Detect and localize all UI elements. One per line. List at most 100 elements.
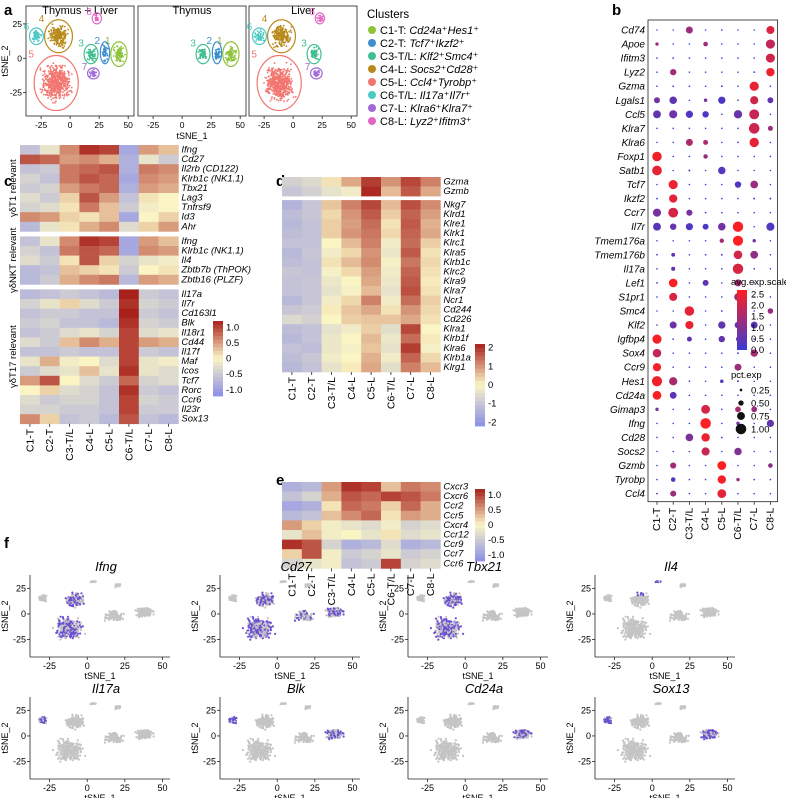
- heatmap-cell: [361, 305, 382, 315]
- heatmap-cell: [138, 164, 159, 175]
- dot-plot-gene-label: Smc4: [619, 307, 645, 318]
- heatmap-cell: [20, 236, 41, 247]
- heatmap-cell: [158, 265, 179, 276]
- heatmap-colorbar-segment: [213, 373, 223, 378]
- x-tick-label: 0: [85, 661, 90, 671]
- tsne-point: [282, 24, 285, 27]
- heatmap-cell: [381, 305, 402, 315]
- dot-plot-dot: [769, 492, 772, 495]
- heatmap-cell: [301, 549, 322, 560]
- heatmap-cell: [158, 318, 179, 329]
- heatmap-cell: [158, 289, 179, 300]
- heatmap-cell: [79, 366, 100, 377]
- y-tick-label: -25: [10, 88, 23, 98]
- tsne-point: [275, 92, 278, 94]
- feature-point: [70, 634, 73, 638]
- heatmap-cell: [420, 305, 441, 315]
- feature-point: [66, 626, 69, 629]
- tsne-point: [268, 69, 270, 72]
- x-tick-label: 25: [120, 661, 130, 671]
- heatmap-cell: [381, 510, 402, 521]
- tsne-point: [284, 86, 286, 89]
- cluster-number-4: 4: [262, 14, 268, 25]
- heatmap-cluster-label: C1-T: [286, 573, 298, 597]
- tsne-point: [279, 85, 282, 87]
- tsne-point: [86, 58, 89, 60]
- dot-plot-dot: [672, 366, 674, 369]
- dot-plot-dot: [655, 407, 659, 412]
- dot-plot-dot: [672, 450, 674, 453]
- dot-plot-dot: [753, 366, 755, 369]
- heatmap-cell: [79, 145, 100, 155]
- heatmap-cell: [420, 343, 441, 354]
- dot-plot-dot: [737, 394, 739, 397]
- heatmap-cell: [321, 247, 342, 258]
- tsne-point: [89, 48, 92, 51]
- feature-point: [264, 606, 267, 609]
- tsne-point: [50, 89, 53, 91]
- tsne-point: [88, 71, 91, 74]
- heatmap-cell: [20, 385, 41, 396]
- tsne-point: [66, 87, 68, 90]
- feature-point: [307, 618, 311, 621]
- dot-plot-dot: [769, 352, 772, 354]
- legend-entry-7: C7-L: Klra6⁺Klra7⁺: [380, 103, 473, 115]
- heatmap-cell: [361, 200, 382, 210]
- feature-point: [61, 616, 64, 619]
- tsne-point: [91, 71, 94, 74]
- dot-plot-dot: [652, 363, 662, 372]
- dot-plot-dot: [721, 183, 723, 186]
- tsne-point: [199, 55, 202, 58]
- dot-plot-dot: [685, 320, 694, 330]
- tsne-point: [122, 60, 124, 63]
- tsne-point: [279, 70, 281, 72]
- dot-plot-dot: [769, 155, 772, 158]
- tsne-point: [275, 87, 278, 90]
- heatmap-cell: [39, 299, 60, 309]
- heatmap-cell: [400, 247, 421, 258]
- heatmap-colorbar-segment: [475, 539, 485, 544]
- feature-point: [69, 629, 72, 632]
- dot-plot-dot: [688, 155, 691, 158]
- heatmap-cell: [20, 366, 41, 377]
- heatmap-cell: [20, 299, 41, 309]
- heatmap-cell: [59, 289, 80, 300]
- tsne-point: [281, 30, 284, 33]
- heatmap-cell: [282, 295, 303, 306]
- tsne-point: [280, 82, 282, 84]
- tsne-point: [62, 72, 65, 75]
- feature-point: [259, 602, 262, 605]
- tsne-point: [54, 102, 56, 104]
- dot-plot-dot: [685, 223, 693, 231]
- dot-plot-dot: [721, 394, 723, 397]
- heatmap-cell: [59, 221, 80, 232]
- feature-point: [67, 618, 70, 621]
- feature-point: [265, 625, 268, 629]
- heatmap-cell: [321, 177, 342, 187]
- heatmap-colorbar-segment: [475, 417, 485, 423]
- heatmap-cell: [301, 324, 322, 335]
- tsne-point: [50, 91, 53, 93]
- heatmap-colorbar-segment: [475, 514, 485, 519]
- heatmap-cell: [321, 286, 342, 296]
- heatmap-cell: [39, 318, 60, 329]
- dot-plot-dot: [769, 394, 772, 397]
- dot-plot-gene-label: Tcf7: [626, 180, 645, 191]
- tsne-point: [53, 31, 55, 33]
- feature-point: [38, 598, 41, 601]
- dot-plot-dot: [704, 71, 707, 73]
- tsne-point: [67, 28, 70, 31]
- feature-point: [138, 610, 141, 613]
- tsne-point: [87, 51, 89, 54]
- dot-plot-dot: [750, 180, 759, 189]
- y-axis-label: tSNE_2: [0, 45, 10, 76]
- heatmap-cell: [361, 314, 382, 325]
- feature-point: [256, 615, 260, 618]
- heatmap-cell: [282, 343, 303, 354]
- dot-plot-dot: [753, 225, 755, 228]
- heatmap-cell: [119, 308, 140, 319]
- tsne-point: [55, 96, 58, 99]
- dot-plot-dot: [704, 169, 707, 172]
- dot-plot-dot: [753, 57, 755, 59]
